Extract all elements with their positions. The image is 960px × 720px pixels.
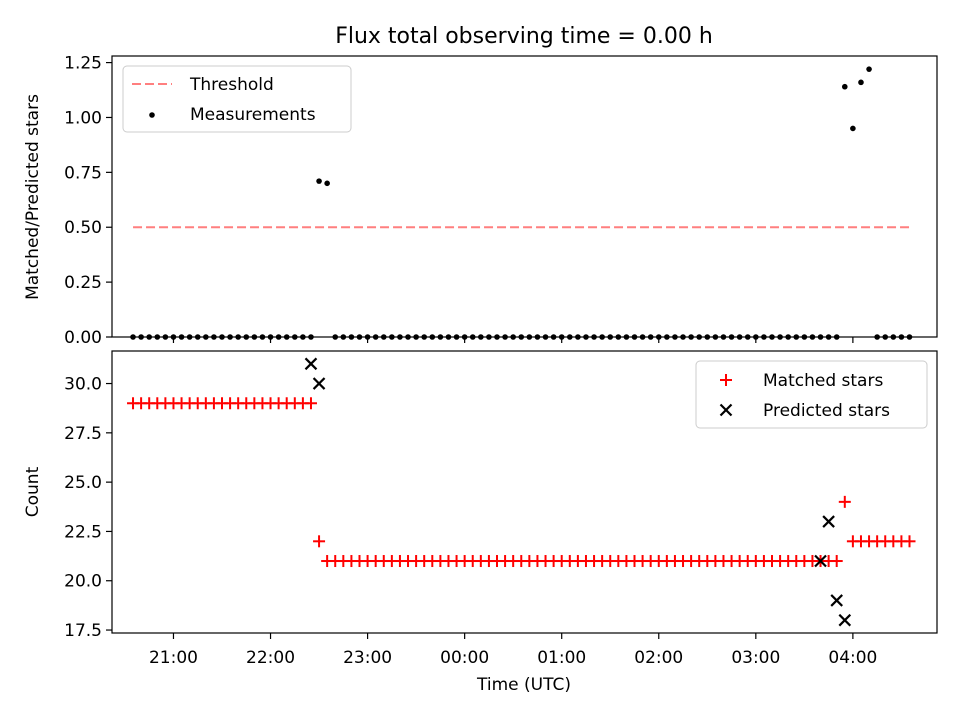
- ratio-y-tick-label: 0.50: [64, 218, 102, 238]
- x-tick-label: 04:00: [828, 648, 877, 668]
- measurement-point: [316, 178, 322, 184]
- matched-legend-swatch: [720, 374, 732, 386]
- x-tick-label: 03:00: [731, 648, 780, 668]
- predicted-legend-swatch: [719, 403, 733, 417]
- predicted-star-point: [312, 377, 326, 390]
- x-axis-label: Time (UTC): [476, 675, 571, 695]
- x-tick-label: 23:00: [343, 648, 392, 668]
- predicted-star-point: [814, 554, 827, 568]
- count-y-axis-label: Count: [23, 466, 43, 517]
- ratio-plot-frame: [111, 55, 938, 338]
- measurement-point: [866, 66, 872, 72]
- x-tick-label: 01:00: [537, 648, 586, 668]
- predicted-legend-label: Predicted stars: [763, 401, 890, 421]
- count-plot-frame: [111, 350, 938, 634]
- x-tick-label: 00:00: [440, 648, 489, 668]
- ratio-y-tick-label: 1.25: [64, 54, 102, 74]
- matched-legend-label: Matched stars: [763, 371, 883, 391]
- predicted-star-point: [304, 357, 318, 371]
- measurement-point: [858, 79, 864, 86]
- ratio-legend-box: [122, 65, 352, 133]
- count-y-tick-label: 27.5: [64, 424, 102, 444]
- ratio-y-tick-label: 0.75: [64, 163, 102, 183]
- ratio-y-tick-label: 0.00: [64, 328, 102, 348]
- count-legend: Matched stars Predicted stars: [695, 360, 928, 429]
- count-y-tick-label: 17.5: [64, 621, 102, 641]
- measurements-legend-swatch: [149, 112, 155, 118]
- predicted-star-point: [822, 515, 835, 528]
- count-y-tick-label: 22.5: [64, 522, 102, 542]
- count-y-tick-label: 30.0: [64, 375, 102, 395]
- measurement-point: [850, 125, 856, 132]
- figure-title: Flux total observing time = 0.00 h: [335, 24, 713, 49]
- matched-star-point: [830, 555, 843, 568]
- x-tick-label: 21:00: [149, 648, 198, 668]
- matched-star-point: [838, 495, 851, 508]
- count-y-tick-label: 20.0: [64, 572, 102, 592]
- measurement-point: [841, 83, 848, 90]
- x-tick-label: 22:00: [246, 648, 295, 668]
- predicted-star-point: [838, 613, 852, 627]
- predicted-star-point: [830, 594, 843, 607]
- measurements-legend-label: Measurements: [190, 105, 316, 125]
- count-panel: 17.5 20.0 22.5 25.0 27.5 30.0 21:00 22:00 23:00…: [23, 350, 938, 695]
- x-tick-label: 02:00: [634, 648, 683, 668]
- count-legend-box: [695, 360, 928, 429]
- matched-star-point: [304, 397, 317, 410]
- ratio-y-tick-label: 0.25: [64, 273, 102, 293]
- ratio-y-tick-label: 1.00: [64, 108, 102, 128]
- count-y-tick-label: 25.0: [64, 473, 102, 493]
- matched-star-point: [313, 535, 326, 548]
- ratio-panel: 0.00 0.25 0.50 0.75 1.00 1.25 Matched/Predict…: [23, 54, 938, 348]
- ratio-legend: Threshold Measurements: [122, 65, 352, 133]
- matched-star-point: [903, 535, 916, 548]
- measurement-point: [324, 180, 330, 187]
- threshold-legend-label: Threshold: [189, 75, 274, 95]
- ratio-y-axis-label: Matched/Predicted stars: [23, 94, 43, 300]
